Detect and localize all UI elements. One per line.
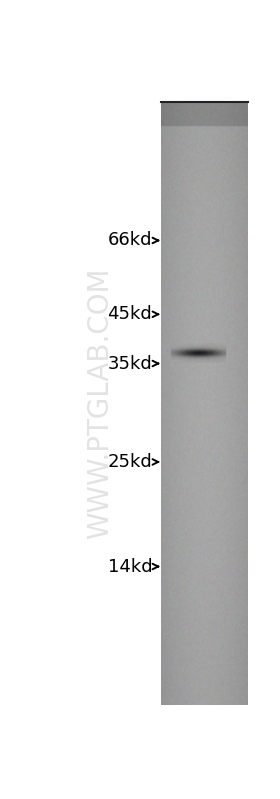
Text: 25kd: 25kd (108, 453, 152, 471)
Text: 14kd: 14kd (108, 558, 152, 575)
Text: WWW.PTGLAB.COM: WWW.PTGLAB.COM (86, 268, 114, 539)
Text: 45kd: 45kd (108, 305, 152, 324)
Text: 35kd: 35kd (108, 355, 152, 372)
Text: 66kd: 66kd (108, 232, 152, 249)
